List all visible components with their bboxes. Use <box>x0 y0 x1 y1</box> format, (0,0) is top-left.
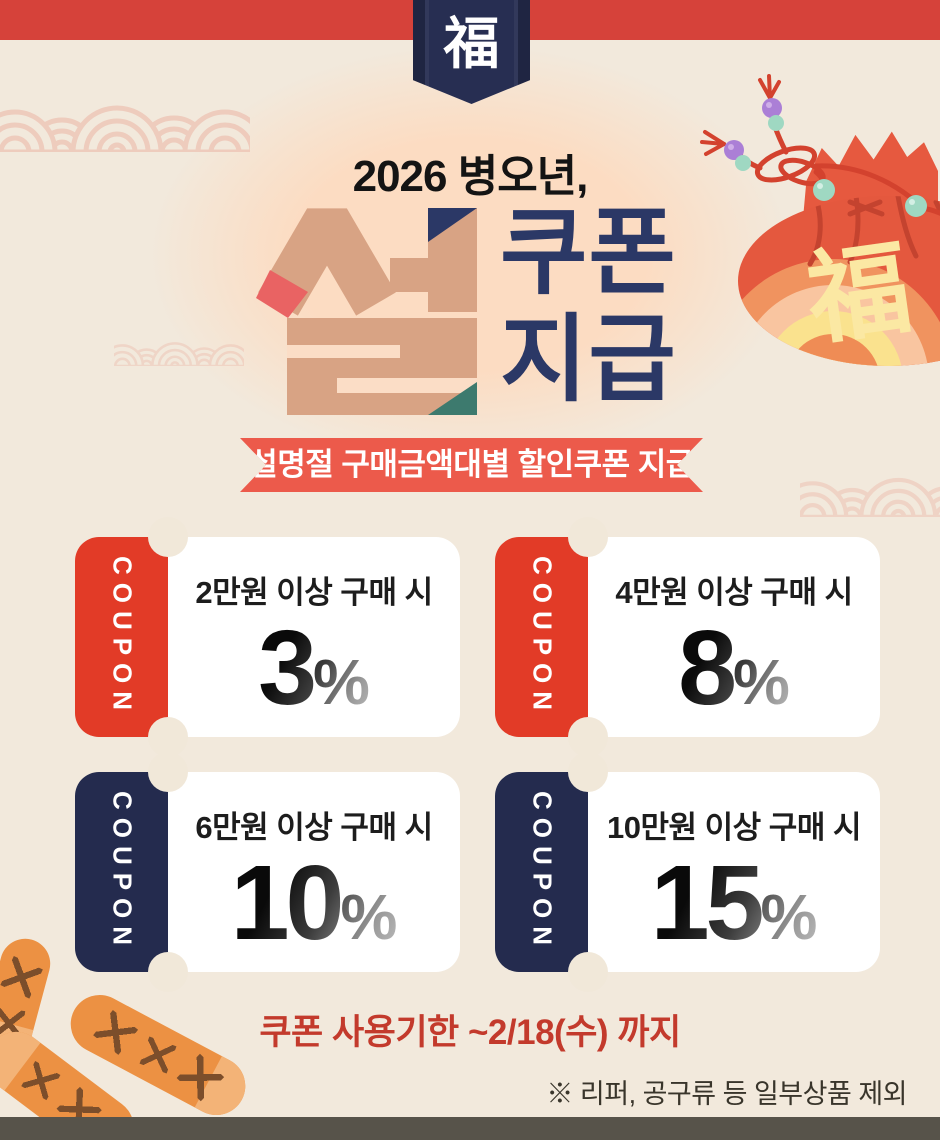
coupon-body: 2만원 이상 구매 시 3% <box>168 537 460 737</box>
cloud-pattern-icon <box>114 330 244 366</box>
coupon-card-8pct[interactable]: COUPON 4만원 이상 구매 시 8% <box>495 517 880 757</box>
coupon-condition: 6만원 이상 구매 시 <box>195 810 433 845</box>
subtitle-ribbon: 설명절 구매금액대별 할인쿠폰 지급 <box>240 438 703 492</box>
fortune-char: 福 <box>443 12 500 75</box>
coupon-body: 6만원 이상 구매 시 10% <box>168 772 460 972</box>
coupon-card-3pct[interactable]: COUPON 2만원 이상 구매 시 3% <box>75 517 460 757</box>
seol-teal-accent <box>428 382 477 415</box>
coupon-tab-label: COUPON <box>107 790 137 954</box>
coupon-card-15pct[interactable]: COUPON 10만원 이상 구매 시 15% <box>495 752 880 992</box>
coupon-notch <box>148 517 188 557</box>
coupon-tab-label: COUPON <box>107 555 137 719</box>
seol-navy-accent <box>428 208 477 242</box>
pouch-creases <box>807 196 940 267</box>
coupon-condition: 2만원 이상 구매 시 <box>195 575 433 610</box>
fortune-pennant: 福 <box>413 0 530 104</box>
coupon-discount: 8% <box>678 609 790 727</box>
cord-beads <box>724 98 927 217</box>
coupon-body: 10만원 이상 구매 시 15% <box>588 772 880 972</box>
coupon-notch <box>148 717 188 757</box>
coupon-notch <box>148 752 188 792</box>
coupon-condition: 4만원 이상 구매 시 <box>615 575 853 610</box>
headline-line1: 쿠폰 <box>500 200 677 306</box>
pouch-cords <box>700 74 940 217</box>
coupon-tab: COUPON <box>75 537 168 737</box>
lucky-pouch-icon: 福 <box>738 196 940 366</box>
year-title: 2026 병오년, <box>352 152 589 201</box>
bottom-bar <box>0 1117 940 1140</box>
coupon-discount: 15% <box>650 844 818 962</box>
pouch-fortune-char: 福 <box>800 230 918 358</box>
seol-logotype: 설 <box>256 206 498 423</box>
cloud-pattern-icon <box>800 458 940 517</box>
coupon-discount: 10% <box>230 844 398 962</box>
seol-red-accent <box>256 270 308 318</box>
coupon-notch <box>148 952 188 992</box>
coupon-discount: 3% <box>258 609 370 727</box>
x-mark <box>21 1060 61 1101</box>
coupon-notch <box>568 752 608 792</box>
coupon-tab: COUPON <box>495 537 588 737</box>
coupon-notch <box>568 952 608 992</box>
coupon-tab-label: COUPON <box>527 790 557 954</box>
disclaimer-text: ※ 리퍼, 공구류 등 일부상품 제외 <box>546 1079 907 1109</box>
coupon-validity-text: 쿠폰 사용기한 ~2/18(수) 까지 <box>259 1013 681 1052</box>
coupon-card-10pct[interactable]: COUPON 6만원 이상 구매 시 10% <box>75 752 460 992</box>
coupon-tab-label: COUPON <box>527 555 557 719</box>
headline: 쿠폰 지급 <box>500 200 677 414</box>
coupon-tab: COUPON <box>75 772 168 972</box>
coupon-notch <box>568 717 608 757</box>
seol-siot-stroke <box>258 208 396 316</box>
coupon-condition: 10만원 이상 구매 시 <box>607 810 861 845</box>
x-mark <box>0 955 43 999</box>
coupon-body: 4만원 이상 구매 시 8% <box>588 537 880 737</box>
headline-line2: 지급 <box>500 307 677 413</box>
coupon-notch <box>568 517 608 557</box>
coupon-tab: COUPON <box>495 772 588 972</box>
